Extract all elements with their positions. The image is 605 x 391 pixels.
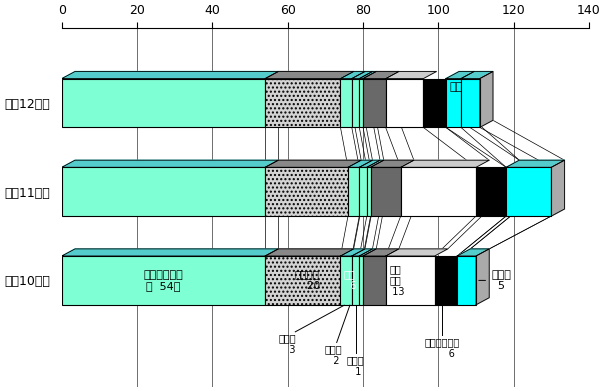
- Bar: [476, 167, 506, 216]
- Polygon shape: [265, 72, 354, 79]
- Bar: [401, 167, 476, 216]
- Bar: [352, 79, 359, 127]
- Bar: [385, 256, 434, 305]
- Bar: [506, 167, 551, 216]
- Text: 拡声機
  1: 拡声機 1: [347, 355, 364, 377]
- Bar: [363, 79, 385, 127]
- Polygon shape: [352, 72, 373, 79]
- Bar: [341, 79, 352, 127]
- Bar: [446, 79, 461, 127]
- Bar: [348, 167, 359, 216]
- Polygon shape: [265, 249, 354, 256]
- Bar: [359, 167, 367, 216]
- Polygon shape: [367, 160, 384, 167]
- Polygon shape: [457, 249, 489, 256]
- Polygon shape: [348, 160, 373, 167]
- Polygon shape: [461, 72, 493, 79]
- Bar: [341, 256, 352, 305]
- Text: 営業
  6: 営業 6: [344, 269, 356, 291]
- Polygon shape: [62, 72, 278, 79]
- Polygon shape: [341, 72, 365, 79]
- Bar: [385, 79, 423, 127]
- Text: 自動車
   3: 自動車 3: [279, 334, 296, 355]
- Polygon shape: [359, 249, 376, 256]
- Bar: [461, 79, 480, 127]
- Text: 航空機
  2: 航空機 2: [324, 344, 342, 366]
- Polygon shape: [363, 72, 399, 79]
- Polygon shape: [352, 249, 373, 256]
- Polygon shape: [341, 249, 365, 256]
- Bar: [62, 256, 265, 305]
- Polygon shape: [476, 249, 489, 305]
- Polygon shape: [385, 249, 448, 256]
- Polygon shape: [62, 249, 278, 256]
- Bar: [62, 167, 265, 216]
- Polygon shape: [551, 160, 564, 216]
- Bar: [359, 256, 363, 305]
- Bar: [424, 79, 446, 127]
- Text: アイドリング
      6: アイドリング 6: [425, 337, 460, 359]
- Bar: [265, 256, 341, 305]
- Bar: [457, 256, 476, 305]
- Bar: [434, 256, 457, 305]
- Bar: [367, 167, 371, 216]
- Polygon shape: [265, 160, 361, 167]
- Text: 工場・事業場
　  54件: 工場・事業場 54件: [143, 269, 183, 291]
- Polygon shape: [506, 160, 564, 167]
- Bar: [265, 79, 341, 127]
- Text: 建設作業
    20: 建設作業 20: [293, 269, 319, 291]
- Bar: [352, 256, 359, 305]
- Bar: [359, 79, 363, 127]
- Text: 鉄道: 鉄道: [438, 82, 463, 97]
- Polygon shape: [363, 249, 399, 256]
- Bar: [363, 256, 385, 305]
- Polygon shape: [62, 160, 278, 167]
- Text: 家庭
生活
  13: 家庭 生活 13: [386, 264, 404, 297]
- Polygon shape: [359, 160, 380, 167]
- Polygon shape: [359, 72, 376, 79]
- Polygon shape: [480, 72, 493, 127]
- Polygon shape: [385, 72, 436, 79]
- Bar: [265, 167, 348, 216]
- Bar: [62, 79, 265, 127]
- Polygon shape: [371, 160, 414, 167]
- Text: その他
  5: その他 5: [479, 269, 511, 291]
- Polygon shape: [446, 72, 474, 79]
- Bar: [371, 167, 401, 216]
- Polygon shape: [401, 160, 489, 167]
